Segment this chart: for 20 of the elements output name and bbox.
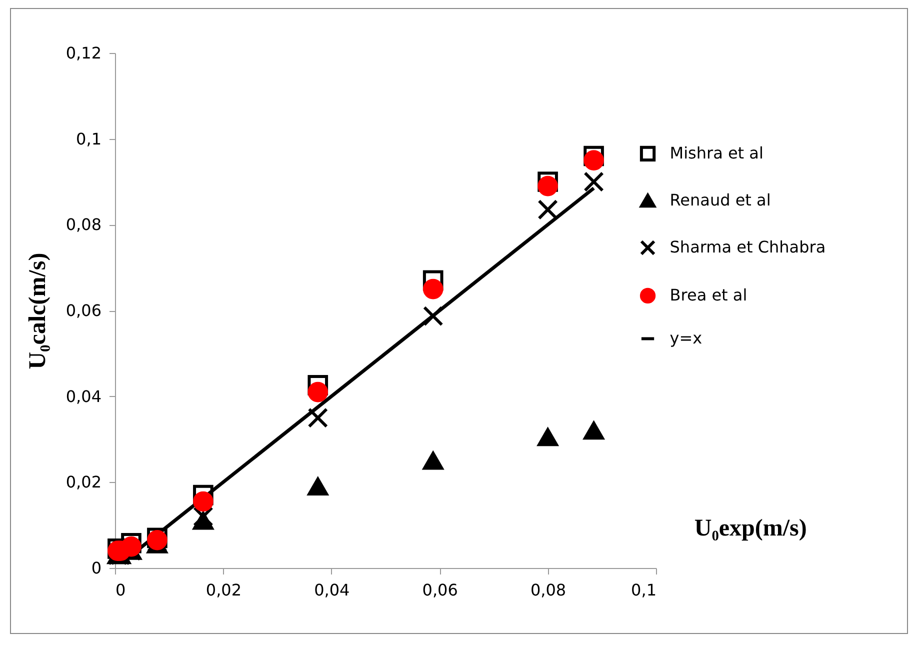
x-tick-label: 0,08 <box>530 580 566 600</box>
x-axis-title: U₀exp(m/s) <box>694 516 807 542</box>
y-tick-label: 0,02 <box>66 472 102 492</box>
legend-label: Mishra et al <box>670 144 764 163</box>
legend-label: y=x <box>670 328 702 348</box>
x-tick-label: 0,06 <box>422 580 458 600</box>
legend-label: Brea et al <box>670 286 748 305</box>
legend-label: Renaud et al <box>670 190 771 210</box>
legend-label: Sharma et Chhabra <box>670 238 826 257</box>
y-tick-label: 0,04 <box>66 386 102 406</box>
x-tick-label: 0,1 <box>631 580 656 600</box>
y-tick-label: 0,12 <box>66 44 102 62</box>
y-tick-label: 0,06 <box>66 301 102 320</box>
x-tick-label: 0,02 <box>206 580 242 600</box>
y-axis-title: U₀calc(m/s) <box>24 252 51 370</box>
y-tick-label: 0 <box>91 558 102 578</box>
y-tick-label: 0,08 <box>66 215 102 234</box>
x-tick-label: 0 <box>116 580 126 600</box>
y-tick-label: 0,1 <box>76 129 102 148</box>
x-tick-label: 0,04 <box>314 580 350 600</box>
